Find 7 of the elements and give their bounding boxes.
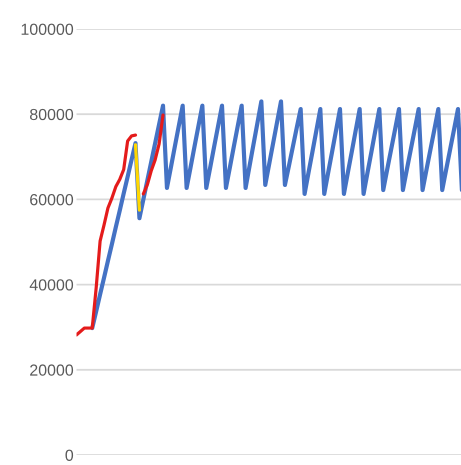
y-tick-label: 80000 xyxy=(30,108,74,120)
y-tick-label: 0 xyxy=(65,450,74,461)
y-tick-label: 20000 xyxy=(30,364,74,376)
y-tick-label: 60000 xyxy=(30,194,74,206)
line-series xyxy=(90,99,461,330)
y-tick-label: 40000 xyxy=(30,279,74,291)
y-tick-label: 100000 xyxy=(22,24,74,35)
